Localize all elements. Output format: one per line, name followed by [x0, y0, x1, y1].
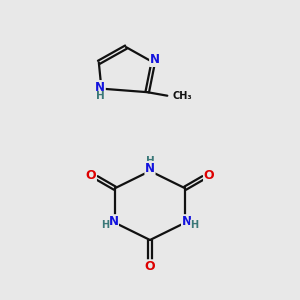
Text: N: N — [145, 161, 155, 175]
Text: N: N — [150, 53, 160, 66]
Text: H: H — [146, 155, 154, 166]
Text: O: O — [86, 169, 96, 182]
Text: O: O — [145, 260, 155, 273]
Text: CH₃: CH₃ — [173, 91, 192, 101]
Text: N: N — [182, 215, 192, 228]
Text: N: N — [108, 215, 118, 228]
Text: N: N — [95, 81, 105, 94]
Text: O: O — [204, 169, 214, 182]
Text: H: H — [101, 220, 110, 230]
Text: H: H — [190, 220, 199, 230]
Text: H: H — [96, 92, 105, 101]
